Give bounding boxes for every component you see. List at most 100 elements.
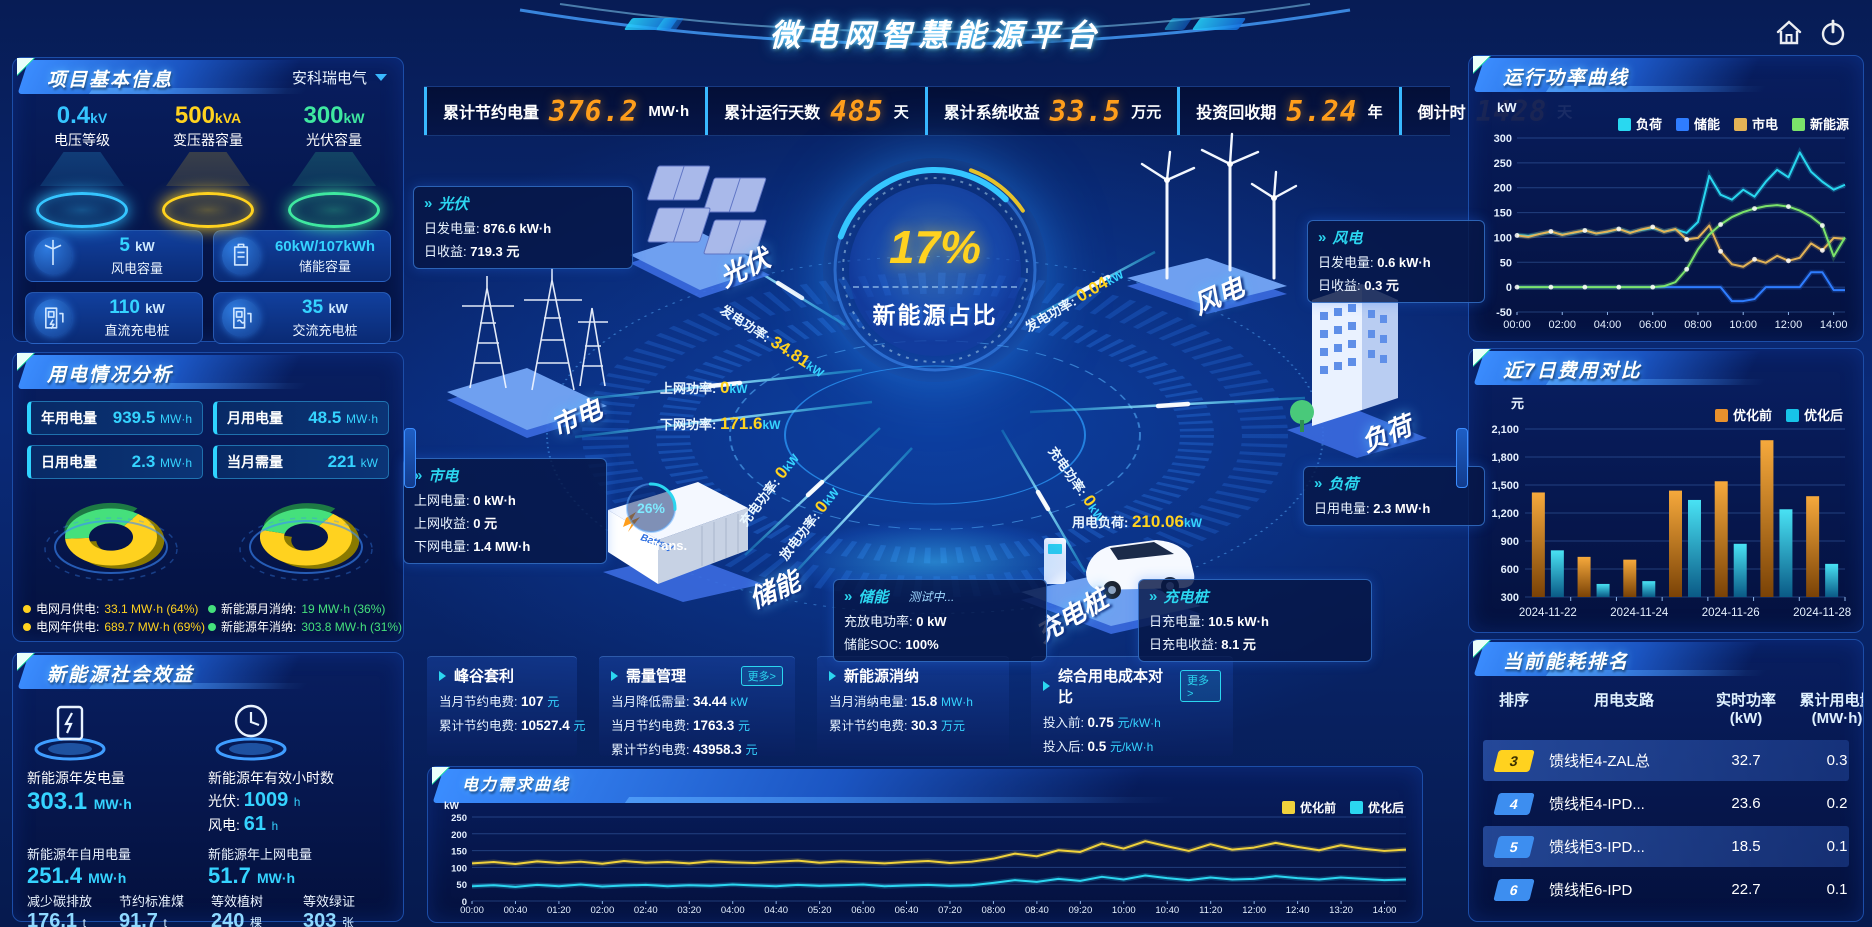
mini-value-unit: 棵 [249, 916, 262, 927]
svg-text:04:40: 04:40 [764, 905, 788, 916]
info-box-pv: » 光伏 日发电量: 876.6 kW·h 日收益: 719.3 元 [413, 186, 633, 269]
svg-text:250: 250 [451, 813, 467, 824]
pedestal-unit: kVA [214, 110, 242, 126]
pedestal-ring [288, 192, 380, 228]
rank-table-row[interactable]: 3 馈线柜4-ZAL总 32.7 0.3 [1483, 740, 1849, 781]
info-box-row: 日收益: 719.3 元 [424, 241, 622, 260]
power-icon[interactable] [1816, 16, 1850, 50]
info-box-pile: » 充电桩 日充电量: 10.5 kW·h 日充电收益: 8.1 元 [1138, 579, 1372, 662]
capacity-card: 35 kW 交流充电桩 [213, 292, 391, 344]
usage-donut-legend: 电网月供电: 33.1 MW·h (64%) 新能源月消纳: 19 MW·h (3… [13, 598, 403, 638]
more-button[interactable]: 更多> [1179, 670, 1221, 702]
capacity-card-label: 直流充电桩 [104, 323, 170, 338]
legend-item: 优化后 [1349, 799, 1404, 816]
social-mini-stat: 等效绿证 303 张 [303, 891, 389, 927]
rank-table-rows: 3 馈线柜4-ZAL总 32.7 0.3 4 馈线柜4-IPD... 23.6 0.2 5 馈线柜… [1469, 732, 1863, 910]
svg-text:03:20: 03:20 [677, 905, 701, 916]
svg-text:00:00: 00:00 [460, 905, 484, 916]
rank-badge-cell: 3 [1483, 749, 1545, 772]
info-row-label: 储能SOC: [844, 637, 906, 652]
kpi-label: 投资回收期 [1196, 105, 1277, 122]
panel-cost-title: 近7日费用对比 [1503, 361, 1642, 382]
social-hours-label: 新能源年有效小时数 [208, 770, 334, 786]
demand-curve-chart[interactable]: 250 200 150 100 50 000:00 00:40 01:20 02:00 02:40… [438, 811, 1414, 917]
flow-value: 171.6 [719, 414, 763, 433]
capacity-card-text: 35 kW 交流充电桩 [268, 297, 382, 339]
usage-stat-label: 年用电量 [41, 410, 97, 426]
orb-ring [827, 162, 1043, 378]
rank-table-row[interactable]: 5 馈线柜3-IPD... 18.5 0.1 [1483, 826, 1849, 867]
social-hours-row: 光伏: 1009 h [208, 789, 389, 812]
panel-usage-header: 用电情况分析 [13, 353, 403, 391]
more-button[interactable]: 更多> [740, 665, 783, 686]
rank-header-line1: 排序 [1498, 692, 1529, 709]
svg-text:600: 600 [1501, 564, 1519, 576]
svg-text:00:00: 00:00 [1503, 319, 1531, 331]
flow-name: 下网功率: [660, 417, 720, 432]
benefit-row-label: 当月消纳电量: [829, 695, 911, 709]
social-mini-stat: 减少碳排放 176.1 t [27, 891, 113, 927]
panel-project-header: 项目基本信息 安科瑞电气 [13, 58, 403, 96]
usage-donut [226, 485, 386, 598]
home-icon[interactable] [1772, 16, 1806, 50]
social-generation: 新能源年发电量 303.1 MW·h [27, 697, 208, 836]
rank-energy: 0.3 [1826, 752, 1848, 769]
panel-rank-title: 当前能耗排名 [1503, 652, 1630, 673]
legend-item: 负荷 [1617, 114, 1662, 133]
benefit-card-row: 累计节约电费: 10527.4 元 [439, 715, 586, 734]
collapse-handle-left[interactable] [404, 428, 416, 488]
benefit-row-label: 累计节约电费: [439, 719, 521, 733]
info-row-value: 0.3 元 [1364, 278, 1399, 293]
svg-text:50: 50 [1500, 257, 1512, 269]
legend-item: 新能源 [1791, 114, 1849, 133]
svg-text:900: 900 [1501, 536, 1519, 548]
collapse-handle-right[interactable] [1456, 428, 1468, 488]
info-box-row: 日发电量: 0.6 kW·h [1318, 252, 1474, 271]
rank-table-row[interactable]: 6 馈线柜6-IPD 22.7 0.1 [1483, 869, 1849, 910]
kpi-item: 投资回收期 5.24 年 [1177, 87, 1398, 135]
orb-divider [853, 286, 1017, 288]
mini-label: 节约标准煤 [119, 894, 185, 909]
benefit-card-title: 峰谷套利 [439, 665, 565, 686]
project-selector-value: 安科瑞电气 [291, 70, 367, 87]
pedestal-light-cone [40, 152, 124, 186]
rank-header-line2: (kW) [1729, 710, 1763, 727]
legend-swatch-icon [1281, 801, 1295, 814]
benefit-card-1: 峰谷套利 当月节约电费: 107 元累计节约电费: 10527.4 元 [427, 656, 586, 756]
social-row-1: 新能源年发电量 303.1 MW·h 新能源年有效小时数 光伏: 1009 h 风电: … [13, 691, 403, 836]
panel-social-header: 新能源社会效益 [13, 653, 403, 691]
flow-name: 用电负荷: [1072, 515, 1132, 530]
rank-power: 32.7 [1731, 752, 1761, 769]
info-row-label: 充放电功率: [844, 614, 917, 629]
usage-donut [31, 485, 191, 598]
mini-label: 等效植树 [211, 894, 264, 909]
info-box-title: » 储能 测试中... [844, 586, 1036, 607]
flow-label: 下网功率: 171.6kW [660, 414, 781, 434]
usage-stat-unit: kW [360, 456, 378, 470]
double-chevron-icon: » [424, 195, 433, 212]
rank-energy: 0.1 [1826, 838, 1848, 855]
rank-table-row[interactable]: 4 馈线柜4-IPD... 23.6 0.2 [1483, 783, 1849, 824]
donut-legend-item: 新能源月消纳: 19 MW·h (36%) [208, 600, 393, 618]
triangle-icon [1043, 681, 1050, 691]
svg-text:150: 150 [451, 847, 467, 858]
usage-stat-label: 当月需量 [227, 454, 283, 470]
legend-label: 优化前 [1299, 801, 1336, 815]
usage-stat-unit: MW·h [160, 456, 192, 470]
svg-text:1,500: 1,500 [1491, 480, 1519, 492]
capacity-card-text: 60kW/107kWh 储能容量 [268, 238, 382, 275]
mini-value-number: 91.7 [119, 910, 164, 927]
kpi-label: 累计节约电量 [443, 105, 540, 122]
panel-power-title: 运行功率曲线 [1503, 68, 1630, 89]
kpi-value: 485 [830, 94, 884, 128]
project-selector[interactable]: 安科瑞电气 [292, 67, 387, 88]
rank-branch: 馈线柜6-IPD [1549, 882, 1633, 899]
benefit-card-title: 需量管理 更多> [611, 665, 783, 686]
transformer-label: 10kV Trans. [614, 538, 688, 553]
flow-value: 210.06 [1131, 512, 1184, 531]
double-chevron-icon: » [1314, 475, 1323, 492]
